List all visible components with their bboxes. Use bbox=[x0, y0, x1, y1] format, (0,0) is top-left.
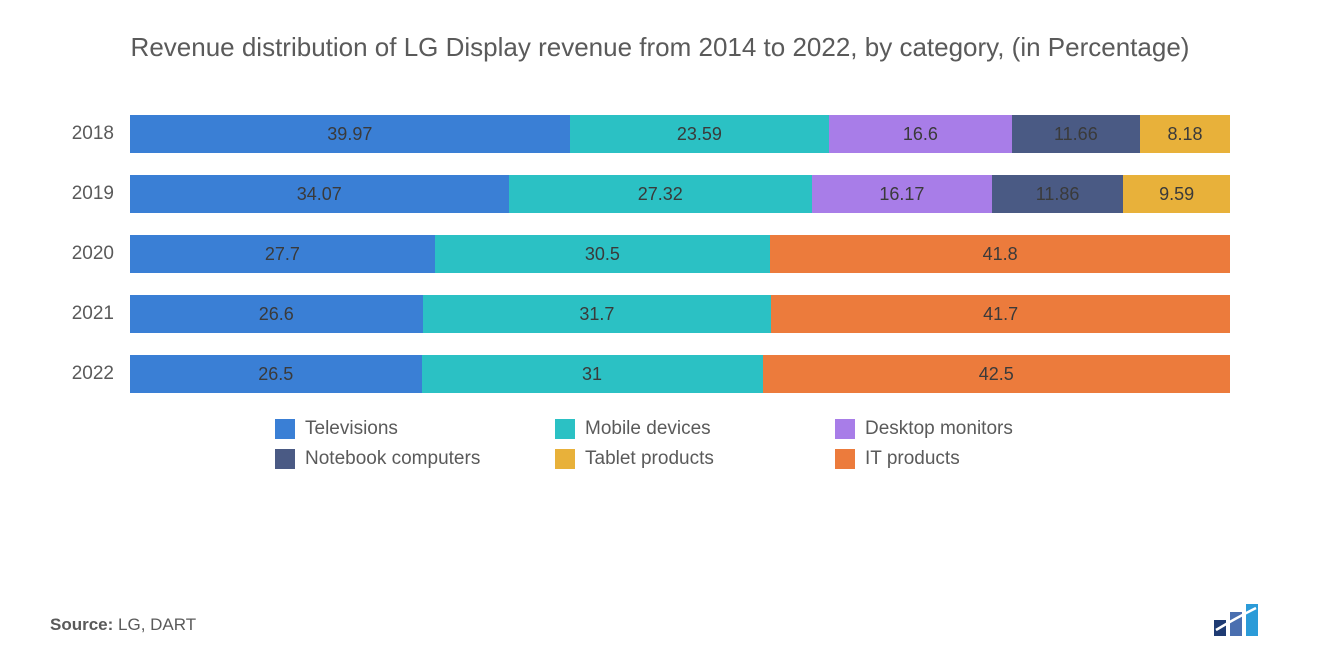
bar-segment: 31.7 bbox=[423, 295, 772, 333]
chart-legend: Televisions Mobile devices Desktop monitor… bbox=[50, 418, 1270, 470]
bar-segment: 34.07 bbox=[130, 175, 509, 213]
legend-swatch-icon bbox=[835, 449, 855, 469]
bar-row: 201934.0727.3216.1711.869.59 bbox=[60, 175, 1230, 213]
legend-swatch-icon bbox=[835, 419, 855, 439]
bar-segment: 11.86 bbox=[992, 175, 1124, 213]
bar-segment: 42.5 bbox=[763, 355, 1231, 393]
bar-row: 202126.631.741.7 bbox=[60, 295, 1230, 333]
bar-segment: 8.18 bbox=[1140, 115, 1230, 153]
brand-logo-icon bbox=[1210, 600, 1270, 640]
bar-row: 202226.53142.5 bbox=[60, 355, 1230, 393]
bar-container: 26.631.741.7 bbox=[130, 295, 1230, 333]
legend-item: Desktop monitors bbox=[835, 418, 1045, 440]
legend-label: Notebook computers bbox=[305, 448, 480, 470]
bar-segment: 26.6 bbox=[130, 295, 423, 333]
source-attribution: Source: LG, DART bbox=[50, 615, 196, 635]
chart-plot-area: 201839.9723.5916.611.668.18 201934.0727.3… bbox=[50, 115, 1270, 393]
bar-segment: 30.5 bbox=[435, 235, 771, 273]
year-label: 2022 bbox=[60, 363, 130, 385]
bar-segment: 26.5 bbox=[130, 355, 422, 393]
bar-segment: 27.32 bbox=[509, 175, 813, 213]
legend-label: Televisions bbox=[305, 418, 398, 440]
bar-segment: 41.8 bbox=[770, 235, 1230, 273]
bar-container: 26.53142.5 bbox=[130, 355, 1230, 393]
bar-segment: 23.59 bbox=[570, 115, 829, 153]
bar-segment: 39.97 bbox=[130, 115, 570, 153]
year-label: 2020 bbox=[60, 243, 130, 265]
bar-segment: 31 bbox=[422, 355, 763, 393]
bar-segment: 41.7 bbox=[771, 295, 1230, 333]
legend-label: Mobile devices bbox=[585, 418, 711, 440]
legend-label: Tablet products bbox=[585, 448, 714, 470]
chart-title: Revenue distribution of LG Display reven… bbox=[110, 30, 1210, 65]
source-label: Source: bbox=[50, 615, 113, 634]
legend-item: Televisions bbox=[275, 418, 485, 440]
year-label: 2018 bbox=[60, 123, 130, 145]
bar-row: 201839.9723.5916.611.668.18 bbox=[60, 115, 1230, 153]
year-label: 2019 bbox=[60, 183, 130, 205]
bar-segment: 11.66 bbox=[1012, 115, 1140, 153]
legend-item: Notebook computers bbox=[275, 448, 485, 470]
legend-item: Mobile devices bbox=[555, 418, 765, 440]
year-label: 2021 bbox=[60, 303, 130, 325]
source-text: LG, DART bbox=[118, 615, 196, 634]
legend-swatch-icon bbox=[555, 449, 575, 469]
legend-swatch-icon bbox=[275, 419, 295, 439]
legend-swatch-icon bbox=[555, 419, 575, 439]
bar-segment: 9.59 bbox=[1123, 175, 1230, 213]
bar-segment: 16.17 bbox=[812, 175, 992, 213]
legend-item: Tablet products bbox=[555, 448, 765, 470]
bar-row: 202027.730.541.8 bbox=[60, 235, 1230, 273]
legend-label: Desktop monitors bbox=[865, 418, 1013, 440]
bar-segment: 27.7 bbox=[130, 235, 435, 273]
bar-container: 27.730.541.8 bbox=[130, 235, 1230, 273]
legend-swatch-icon bbox=[275, 449, 295, 469]
legend-label: IT products bbox=[865, 448, 960, 470]
bar-segment: 16.6 bbox=[829, 115, 1012, 153]
legend-item: IT products bbox=[835, 448, 1045, 470]
bar-container: 39.9723.5916.611.668.18 bbox=[130, 115, 1230, 153]
bar-container: 34.0727.3216.1711.869.59 bbox=[130, 175, 1230, 213]
